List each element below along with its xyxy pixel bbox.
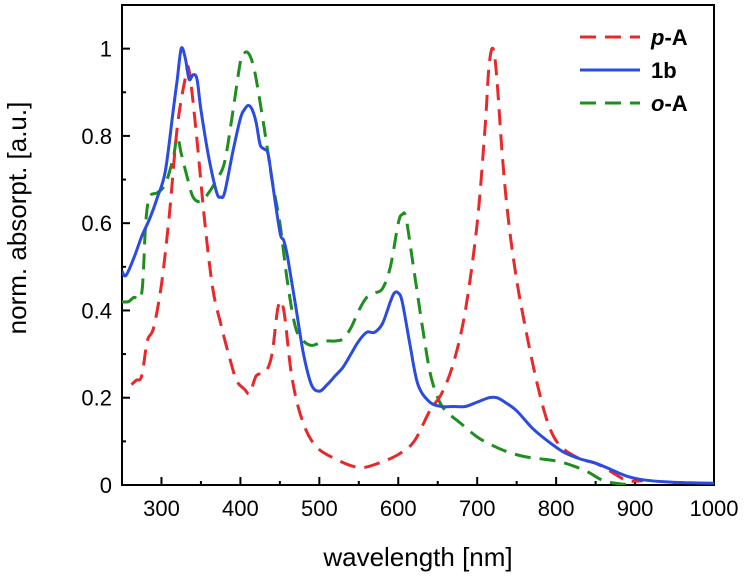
x-axis: 300 400 500 600 700 800 900 1000: [121, 477, 739, 521]
y-axis-title: norm. absorpt. [a.u.]: [2, 102, 32, 335]
series-line-p-A: [130, 46, 644, 483]
series-line-1b: [122, 46, 714, 485]
y-tick-label: 0: [100, 473, 112, 498]
x-tick-label: 600: [380, 496, 417, 521]
y-tick-label: 0.2: [81, 386, 112, 411]
x-tick-label: 400: [222, 496, 259, 521]
legend-label-o-A: o-A: [651, 91, 688, 116]
x-tick-label: 500: [301, 496, 338, 521]
y-tick-label: 0.4: [81, 298, 112, 323]
x-tick-label: 800: [538, 496, 575, 521]
y-tick-label: 0.6: [81, 211, 112, 236]
x-tick-label: 1000: [690, 496, 739, 521]
y-tick-label: 1: [100, 37, 112, 62]
x-tick-label: 300: [143, 496, 180, 521]
y-axis: 0 0.2 0.4 0.6 0.8 1: [81, 4, 130, 498]
x-axis-title: wavelength [nm]: [322, 542, 512, 572]
legend: p-A 1b o-A: [580, 25, 688, 116]
legend-label-p-A: p-A: [650, 25, 688, 50]
y-tick-label: 0.8: [81, 124, 112, 149]
x-tick-label: 700: [459, 496, 496, 521]
series-layer: [122, 46, 714, 485]
series-line-o-A: [122, 50, 636, 485]
x-tick-label: 900: [617, 496, 654, 521]
legend-label-1b: 1b: [651, 58, 677, 83]
plot-frame: [121, 4, 715, 486]
